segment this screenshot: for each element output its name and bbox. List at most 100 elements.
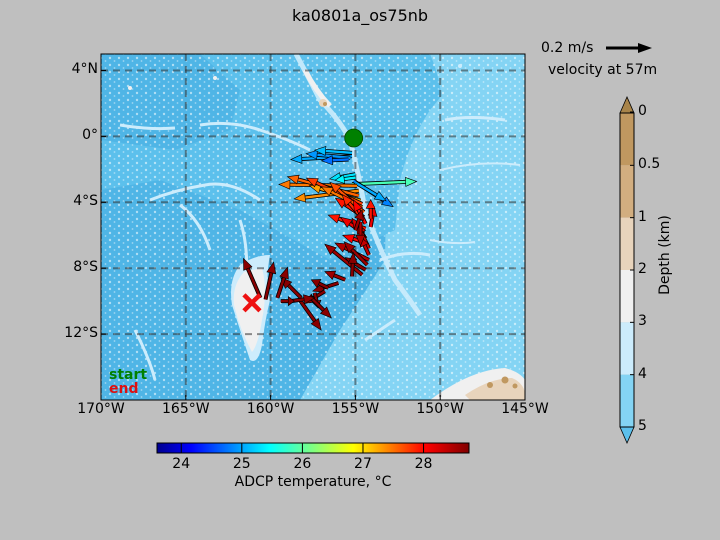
arrow-head	[290, 153, 303, 164]
depth-tick-label: 2	[638, 261, 647, 277]
arrow-head	[347, 251, 358, 264]
temperature-tick-label: 26	[293, 456, 312, 472]
arrow-head	[340, 216, 353, 228]
map-frame	[100, 53, 526, 401]
arrow-shaft	[315, 181, 363, 206]
scale-arrow	[606, 43, 652, 53]
depth-colorbar-segment	[620, 374, 634, 427]
velocity-arrow	[275, 266, 289, 299]
arrow-head	[355, 234, 366, 247]
velocity-arrow	[324, 243, 364, 277]
arrow-shaft	[318, 282, 329, 290]
arrow-shaft	[344, 176, 356, 181]
arrow-shaft	[354, 181, 378, 197]
arrow-head	[293, 192, 307, 203]
depth-colorbar-segment	[620, 113, 634, 166]
velocity-depth-caption: velocity at 57m	[548, 62, 658, 78]
track-markers	[242, 128, 364, 313]
depth-colorbar-bottom-extension	[619, 426, 635, 444]
arrow-shaft	[351, 248, 369, 266]
arrow-head	[324, 243, 337, 256]
lon-tick-label: 145°W	[501, 401, 549, 417]
arrow-head	[352, 199, 363, 213]
arrow-head	[327, 214, 341, 224]
arrow-head	[310, 279, 322, 289]
arrow-head	[287, 296, 295, 307]
arrow-shaft	[276, 277, 286, 299]
temperature-tick-label: 25	[232, 456, 251, 472]
depth-colorbar-top-extension	[619, 96, 635, 114]
depth-colorbar-segment	[620, 165, 634, 218]
arrow-shaft	[332, 250, 363, 276]
temperature-colorbar-label: ADCP temperature, °C	[234, 474, 392, 490]
lon-tick-label: 165°W	[162, 401, 210, 417]
arrow-shaft	[332, 158, 349, 162]
arrow-shaft	[350, 263, 354, 277]
temperature-colorbar-ticks	[180, 443, 425, 453]
arrow-shaft	[325, 149, 353, 155]
velocity-arrow	[347, 251, 358, 277]
arrow-shaft	[353, 262, 367, 271]
arrow-head	[266, 261, 277, 275]
depth-tick-label: 4	[638, 365, 647, 382]
arrow-shaft	[313, 292, 318, 302]
arrow-head	[341, 193, 354, 207]
plot-title: ka0801a_os75nb	[291, 6, 429, 25]
velocity-arrow	[343, 241, 369, 267]
velocity-arrow	[360, 236, 371, 256]
lon-tick-label: 160°W	[246, 401, 295, 417]
start-marker	[344, 128, 364, 148]
velocity-arrow	[313, 146, 353, 156]
velocity-arrow	[355, 222, 366, 247]
temperature-tick-label: 28	[414, 456, 433, 472]
arrow-shaft	[246, 268, 262, 299]
arrow-shaft	[333, 274, 346, 281]
velocity-arrow	[305, 149, 351, 160]
depth-tick-label: 3	[638, 313, 647, 330]
temperature-colorbar	[156, 442, 470, 454]
arrow-shaft	[287, 284, 302, 299]
velocity-arrow	[263, 261, 277, 300]
depth-colorbar-segment	[620, 270, 634, 323]
end-marker	[242, 293, 262, 313]
depth-colorbar-label: Depth (km)	[657, 215, 673, 295]
arrow-head	[334, 242, 348, 253]
arrow-head	[343, 241, 356, 254]
lat-tick-label: 4°S	[73, 193, 98, 210]
depth-colorbar-segment	[620, 322, 634, 375]
velocity-arrow	[305, 177, 364, 206]
arrow-shaft	[354, 218, 361, 231]
velocity-arrow	[324, 270, 346, 282]
lat-tick-label: 4°N	[71, 61, 98, 78]
velocity-arrow	[320, 155, 349, 166]
depth-tick-label: 5	[638, 418, 647, 434]
arrow-shaft	[363, 244, 371, 256]
velocity-arrow	[280, 296, 295, 307]
lon-tick-label: 155°W	[331, 401, 380, 417]
arrow-head	[319, 306, 332, 319]
arrow-head	[373, 190, 387, 202]
lat-tick-label: 12°S	[64, 325, 98, 342]
arrow-shaft	[298, 298, 316, 322]
arrow-head	[243, 257, 253, 271]
velocity-arrow	[365, 199, 376, 219]
temperature-tick-label: 24	[172, 456, 191, 472]
arrow-head	[320, 155, 333, 166]
temperature-tick-label: 27	[354, 456, 372, 472]
velocity-arrow	[243, 257, 263, 299]
depth-tick-label: 1	[638, 208, 647, 225]
arrow-shaft	[264, 272, 273, 300]
bathymetry-map	[101, 54, 525, 400]
arrow-head	[303, 294, 316, 305]
arrow-head	[305, 177, 319, 188]
arrow-head	[279, 266, 289, 280]
legend-start: start	[109, 367, 148, 383]
arrow-head	[342, 234, 356, 244]
arrow-head	[313, 146, 327, 156]
arrow-head	[305, 149, 318, 160]
scale-speed-label: 0.2 m/s	[541, 40, 594, 56]
velocity-arrow	[310, 279, 330, 290]
arrow-head	[354, 209, 364, 221]
depth-colorbar	[619, 96, 635, 444]
